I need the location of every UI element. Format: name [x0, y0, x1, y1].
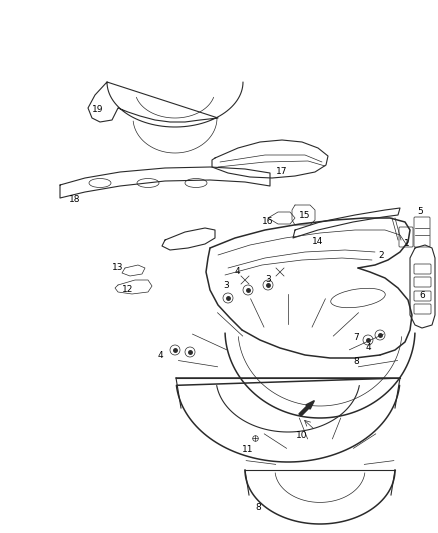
Text: 3: 3 [265, 274, 271, 284]
Text: 12: 12 [122, 286, 134, 295]
Text: 8: 8 [353, 358, 359, 367]
Text: 17: 17 [276, 167, 288, 176]
Text: 4: 4 [365, 343, 371, 352]
Text: 14: 14 [312, 238, 324, 246]
Text: 19: 19 [92, 106, 104, 115]
Text: 6: 6 [419, 290, 425, 300]
Text: 5: 5 [417, 207, 423, 216]
Text: 10: 10 [296, 431, 308, 440]
Text: 8: 8 [255, 504, 261, 513]
Text: 4: 4 [234, 268, 240, 277]
Text: 3: 3 [223, 280, 229, 289]
Text: 11: 11 [242, 446, 254, 455]
Text: 13: 13 [112, 263, 124, 272]
Text: 4: 4 [157, 351, 163, 359]
Text: 1: 1 [404, 238, 410, 247]
FancyArrow shape [299, 401, 314, 416]
Text: 18: 18 [69, 196, 81, 205]
Text: 16: 16 [262, 217, 274, 227]
Text: 7: 7 [353, 334, 359, 343]
Text: 2: 2 [378, 251, 384, 260]
Text: 15: 15 [299, 211, 311, 220]
